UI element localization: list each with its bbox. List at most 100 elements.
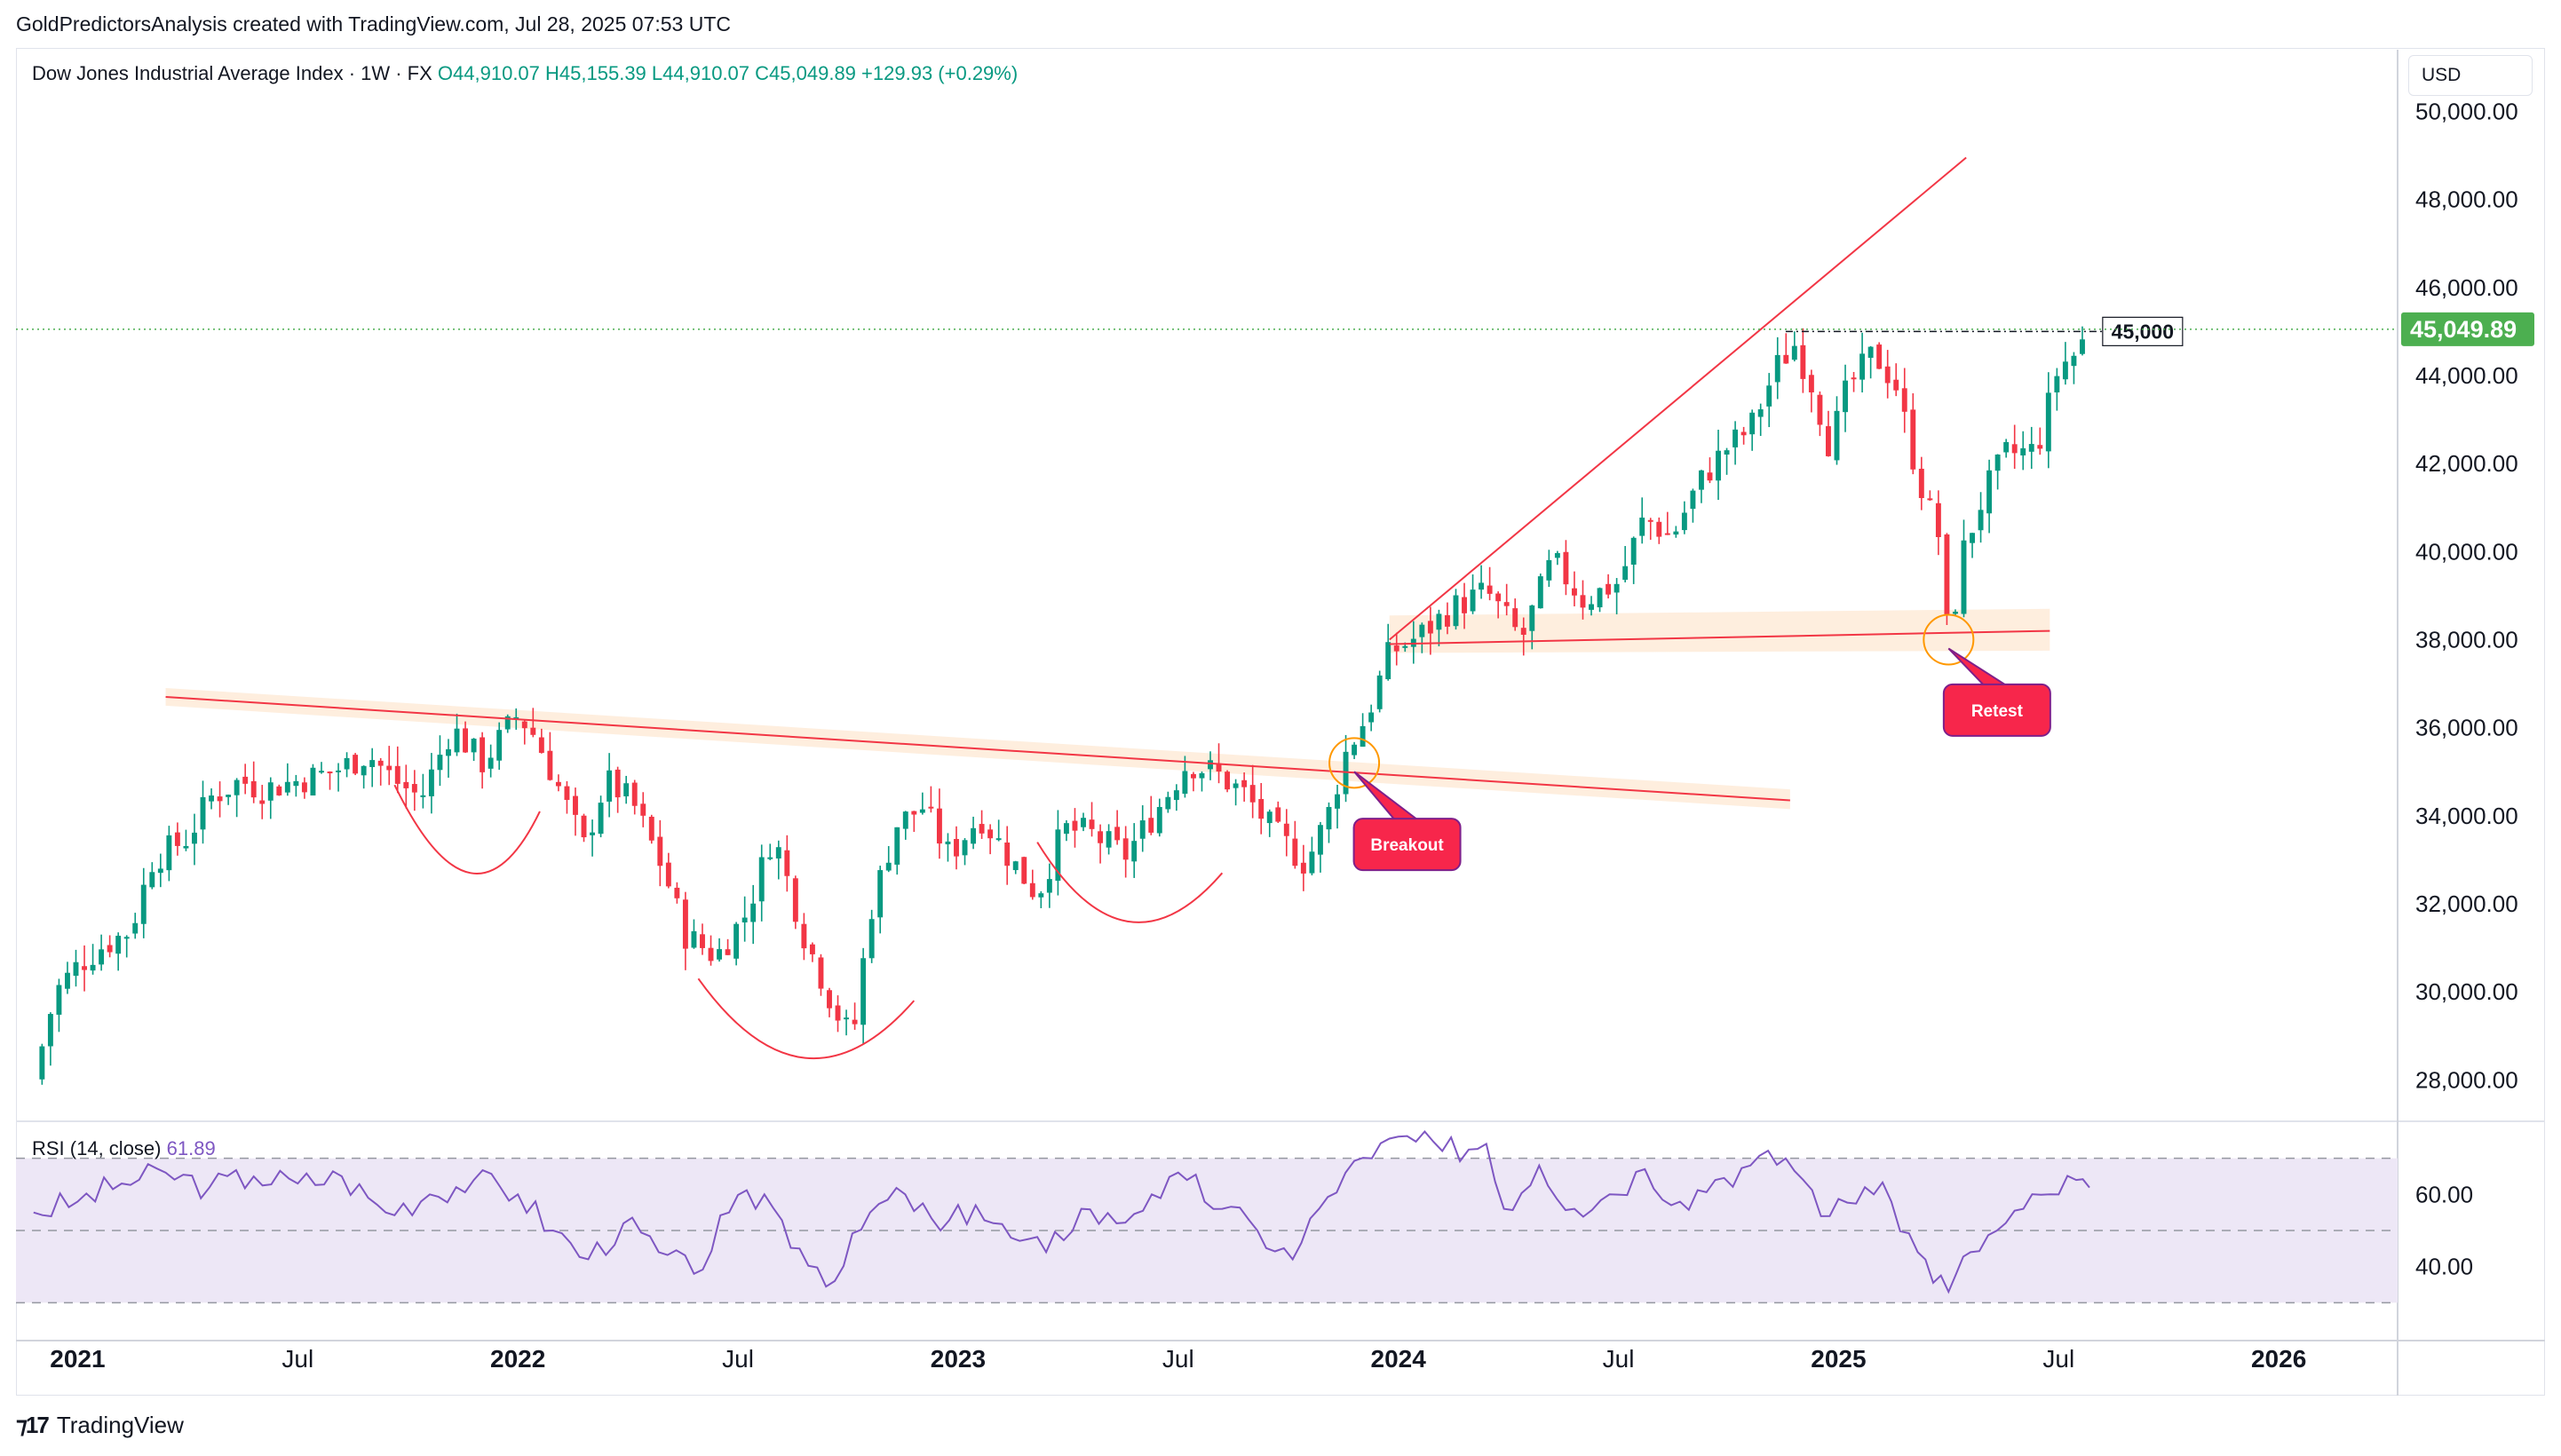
candle-body xyxy=(99,949,105,965)
candle-body xyxy=(420,795,426,797)
candle-body xyxy=(581,815,587,838)
candle-body xyxy=(1800,344,1806,379)
time-tick-label: Jul xyxy=(1603,1345,1635,1373)
breakout-callout-box xyxy=(1352,818,1462,872)
candle-body xyxy=(353,755,359,774)
candle-body xyxy=(945,841,951,844)
candle-body xyxy=(1479,582,1485,590)
candle-body xyxy=(1927,498,1933,501)
retest-callout-label: Retest xyxy=(1971,702,2024,721)
tradingview-brand: TradingView xyxy=(56,1412,184,1438)
candle-body xyxy=(1352,744,1358,756)
candle-body xyxy=(259,800,266,804)
candle-body xyxy=(1081,818,1086,827)
candle-body xyxy=(902,811,908,829)
candle-body xyxy=(250,780,257,798)
candle-body xyxy=(1580,595,1586,608)
candle-body xyxy=(1563,551,1569,585)
rsi-line xyxy=(33,1129,2090,1294)
candle-body xyxy=(792,878,798,922)
candle-body xyxy=(1225,772,1231,790)
candle-body xyxy=(107,945,113,953)
candle-body xyxy=(394,765,400,784)
candle-body xyxy=(1589,604,1594,610)
candle-body xyxy=(1072,820,1078,831)
candle-body xyxy=(369,760,376,768)
candle-body xyxy=(1834,410,1840,461)
candle-body xyxy=(319,771,324,773)
candle-body xyxy=(775,847,781,859)
candle-body xyxy=(242,776,249,784)
time-tick-label: 2022 xyxy=(490,1345,545,1373)
candle-body xyxy=(1182,771,1188,795)
candle-body xyxy=(741,917,748,922)
candle-body xyxy=(1241,779,1248,787)
candle-body xyxy=(971,827,977,844)
symbol-name[interactable]: Dow Jones Industrial Average Index · 1W … xyxy=(32,62,432,84)
candle-body xyxy=(1571,588,1577,596)
candle-body xyxy=(1766,385,1772,407)
level-label: 45,000 xyxy=(2112,320,2174,343)
breakout-circle xyxy=(1328,737,1381,789)
candle-body xyxy=(1732,429,1739,447)
candle-body xyxy=(327,772,333,774)
price-tick-label: 48,000.00 xyxy=(2415,186,2518,213)
retest-callout-box xyxy=(1942,683,2051,737)
close-value: C45,049.89 xyxy=(755,62,856,84)
candle-body xyxy=(1309,851,1315,874)
candle-body xyxy=(1690,490,1696,510)
candle-body xyxy=(1114,827,1121,841)
candle-body xyxy=(446,748,451,756)
candle-body xyxy=(200,796,206,830)
candle-body xyxy=(454,728,460,753)
candle-body xyxy=(1089,819,1095,829)
candle-body xyxy=(1876,344,1883,369)
candle-body xyxy=(1707,472,1713,481)
candle-body xyxy=(65,972,70,989)
time-tick-label: 2025 xyxy=(1811,1345,1866,1373)
candle-body xyxy=(708,947,714,961)
tradingview-logo[interactable]: ⁊17 TradingView xyxy=(16,1412,184,1439)
candle-body xyxy=(336,770,341,772)
candle-body xyxy=(1843,380,1848,413)
candle-body xyxy=(403,781,409,788)
rsi-legend[interactable]: RSI (14, close) 61.89 xyxy=(32,1137,216,1160)
candle-body xyxy=(1012,861,1019,871)
candle-body xyxy=(2011,444,2018,454)
candle-body xyxy=(1656,521,1662,537)
time-tick-label: 2024 xyxy=(1371,1345,1427,1373)
candle-body xyxy=(132,922,139,934)
candle-body xyxy=(2080,339,2085,354)
candle-body xyxy=(1724,450,1730,455)
candle-body xyxy=(682,899,688,949)
candle-body xyxy=(140,884,147,924)
candle-body xyxy=(1817,394,1823,425)
candle-body xyxy=(73,961,79,977)
candle-body xyxy=(885,862,892,871)
currency-selector[interactable]: USD xyxy=(2408,55,2533,96)
candle-body xyxy=(82,966,87,970)
candle-body xyxy=(1131,841,1138,862)
candle-body xyxy=(573,795,578,815)
candle-body xyxy=(852,1019,858,1025)
candle-body xyxy=(809,944,815,954)
candle-body xyxy=(1994,454,2001,471)
candle-body xyxy=(1216,763,1222,772)
candle-body xyxy=(39,1046,45,1080)
candle-body xyxy=(1173,790,1179,801)
candle-body xyxy=(995,838,1002,841)
candle-body xyxy=(2020,447,2026,455)
candle-body xyxy=(700,934,705,948)
time-tick-label: 2026 xyxy=(2251,1345,2306,1373)
candle-body xyxy=(284,781,290,793)
candle-body xyxy=(717,949,723,960)
candle-body xyxy=(1165,796,1171,810)
price-tick-label: 32,000.00 xyxy=(2415,890,2518,917)
candle-body xyxy=(1495,593,1502,602)
candle-body xyxy=(564,786,570,800)
symbol-legend[interactable]: Dow Jones Industrial Average Index · 1W … xyxy=(32,62,1018,85)
candle-body xyxy=(607,770,613,802)
candle-body xyxy=(1470,590,1476,612)
price-tick-label: 36,000.00 xyxy=(2415,715,2518,741)
